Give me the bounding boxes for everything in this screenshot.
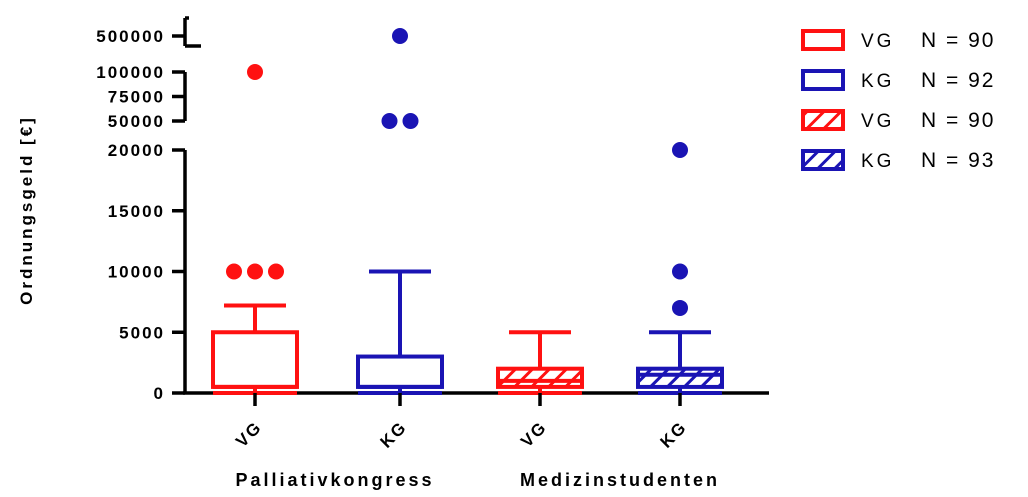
- box-body: [356, 354, 444, 389]
- y-tick-label: 0: [154, 384, 165, 403]
- y-tick-label: 50000: [108, 112, 165, 131]
- outlier-point: [402, 113, 419, 129]
- x-tick-label: KG: [657, 417, 691, 451]
- legend-item: VG N = 90: [801, 29, 995, 52]
- legend-item: KG N = 92: [801, 69, 995, 92]
- legend-n: N = 93: [921, 149, 995, 172]
- legend-swatch: [801, 109, 845, 131]
- y-tick-label: 500000: [96, 27, 165, 46]
- legend-label: VG: [861, 111, 894, 132]
- legend-item: KG N = 93: [801, 149, 995, 172]
- outlier-point: [381, 113, 398, 129]
- y-tick-label: 5000: [119, 323, 165, 342]
- axes: 0 5000 10000 15000 20000 50000 75000 100000 5000…: [96, 16, 769, 403]
- outlier-point: [672, 142, 688, 158]
- outlier-point: [672, 263, 688, 280]
- y-tick-label: 10000: [108, 263, 165, 282]
- box-1: [356, 28, 444, 395]
- outlier-point: [672, 299, 688, 316]
- outlier-point: [392, 28, 408, 44]
- x-tick-label: KG: [377, 417, 411, 451]
- x-tick-label: VG: [517, 417, 551, 451]
- box-body: [211, 330, 299, 389]
- box-3: [636, 142, 724, 395]
- legend-n: N = 90: [921, 109, 995, 132]
- outlier-point: [247, 64, 263, 80]
- y-axis-label: Ordnungsgeld [€]: [17, 115, 36, 305]
- outlier-point: [247, 263, 263, 280]
- legend: VG N = 90 KG N = 92 VG N = 90 KG N = 93: [801, 29, 995, 172]
- legend-swatch: [801, 29, 845, 51]
- legend-label: KG: [861, 151, 894, 172]
- box-0: [211, 64, 299, 395]
- x-axis-labels: VG KG VG KG Palliativkongress Medizinstudente…: [232, 393, 720, 490]
- y-tick-label: 20000: [108, 141, 165, 160]
- box-body: [496, 366, 584, 389]
- legend-n: N = 92: [921, 69, 995, 92]
- group-label: Palliativkongress: [235, 470, 434, 490]
- plot-area: [211, 28, 724, 395]
- outlier-point: [226, 263, 242, 280]
- y-tick-label: 100000: [96, 63, 165, 82]
- y-tick-label: 75000: [108, 88, 165, 107]
- legend-n: N = 90: [921, 29, 995, 52]
- box-body: [636, 366, 724, 389]
- legend-item: VG N = 90: [801, 109, 995, 132]
- legend-swatch: [801, 149, 845, 171]
- legend-label: VG: [861, 31, 894, 52]
- legend-swatch: [801, 69, 845, 91]
- outlier-point: [268, 263, 284, 280]
- legend-label: KG: [861, 71, 894, 92]
- box-2: [496, 330, 584, 395]
- y-tick-label: 15000: [108, 202, 165, 221]
- group-label: Medizinstudenten: [520, 470, 720, 490]
- x-tick-label: VG: [232, 417, 266, 451]
